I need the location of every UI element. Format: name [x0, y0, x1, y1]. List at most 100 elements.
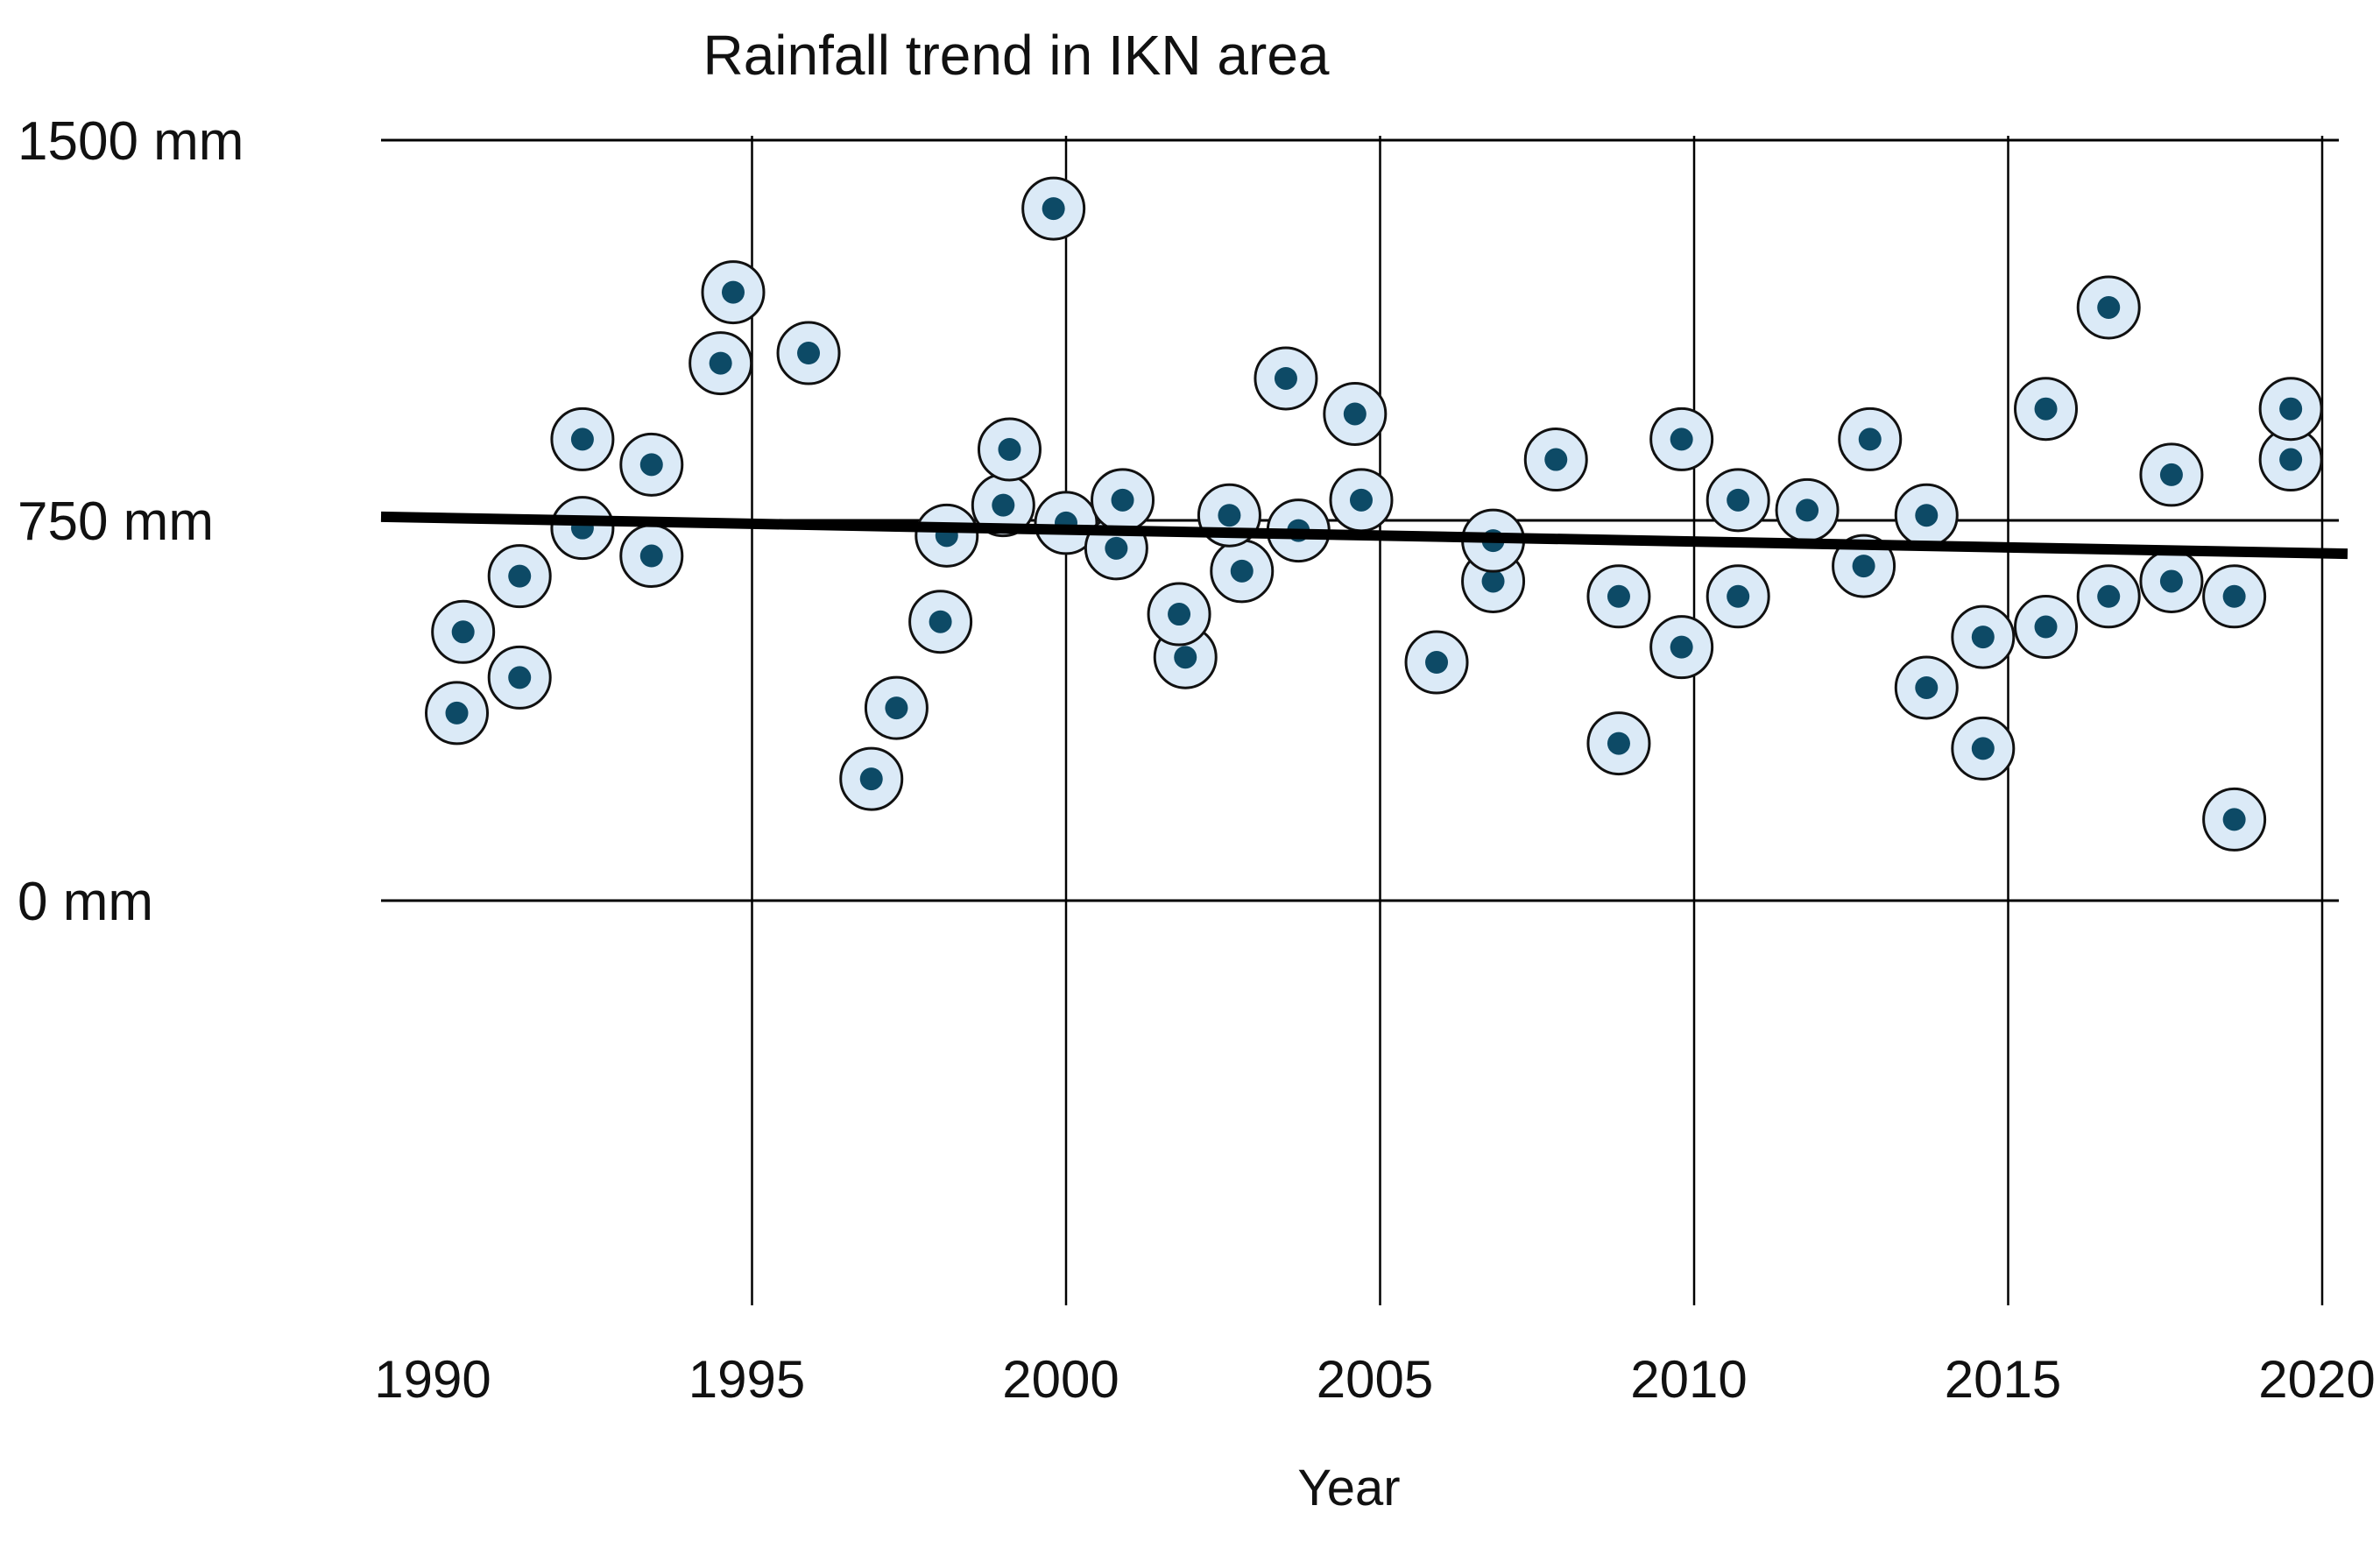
data-point-dot	[1607, 584, 1630, 608]
data-point-dot	[1971, 626, 1995, 649]
data-point-dot	[721, 280, 745, 304]
data-point-dot	[1915, 675, 1939, 699]
data-point-dot	[2222, 584, 2246, 608]
data-point	[1894, 655, 1959, 720]
data-point	[776, 321, 841, 385]
data-point	[977, 417, 1042, 482]
data-point-dot	[508, 666, 532, 689]
data-point	[2014, 377, 2079, 442]
data-point-dot	[859, 767, 883, 791]
data-point	[1894, 483, 1959, 548]
data-point-dot	[639, 453, 663, 477]
data-point-dot	[1481, 569, 1505, 593]
data-point-dot	[1230, 559, 1254, 583]
data-point-dot	[1727, 488, 1750, 512]
data-point	[425, 681, 490, 746]
data-point-dot	[570, 428, 594, 451]
data-point-dot	[2222, 808, 2246, 831]
data-point-dot	[709, 351, 732, 375]
data-point-dot	[1111, 488, 1134, 512]
data-point	[1586, 711, 1651, 776]
data-point-dot	[1174, 646, 1197, 669]
data-point-dot	[1042, 197, 1065, 221]
data-point-dot	[1727, 584, 1750, 608]
data-point-dot	[639, 544, 663, 568]
data-point-dot	[2034, 615, 2058, 639]
data-point-dot	[2279, 397, 2303, 421]
data-point-dot	[1105, 536, 1128, 560]
chart-title: Rainfall trend in IKN area	[703, 24, 1329, 87]
data-point	[1649, 615, 1714, 680]
y-tick-label: 1500 mm	[18, 111, 244, 172]
data-point	[1586, 564, 1651, 629]
data-point	[1706, 468, 1770, 533]
data-point-dot	[1852, 555, 1875, 578]
data-point	[619, 524, 684, 589]
data-point	[2139, 442, 2204, 507]
data-point-dot	[1607, 732, 1630, 755]
x-tick-label: 1995	[689, 1350, 805, 1409]
data-point	[550, 406, 615, 471]
x-tick-label: 2000	[1002, 1350, 1119, 1409]
data-point-dot	[1796, 498, 1819, 522]
data-point	[2202, 787, 2267, 852]
data-point	[864, 675, 929, 740]
data-point	[1832, 534, 1896, 598]
data-point	[487, 645, 552, 710]
data-point-dot	[2279, 448, 2303, 471]
data-point-dot	[2159, 569, 2183, 593]
data-point-dot	[1349, 488, 1373, 512]
data-point-dot	[998, 437, 1021, 461]
data-point	[550, 496, 615, 561]
data-point-dot	[451, 620, 475, 644]
vertical-gridlines	[751, 136, 2324, 1305]
data-point	[839, 746, 904, 811]
data-point	[2076, 275, 2141, 340]
data-point-dot	[1274, 366, 1297, 390]
data-point-dot	[885, 696, 908, 720]
data-point-dot	[1218, 504, 1241, 527]
y-axis-tick-labels: 1500 mm 750 mm 0 mm	[18, 111, 244, 932]
x-axis-tick-labels: 1990 1995 2000 2005 2010 2015 2020	[374, 1350, 2375, 1409]
data-point	[2014, 595, 2079, 660]
data-point	[2202, 564, 2267, 629]
data-point	[1775, 477, 1840, 542]
x-tick-label: 2005	[1317, 1350, 1433, 1409]
data-point-dot	[1343, 402, 1367, 426]
data-point-dot	[445, 701, 469, 725]
data-point	[1951, 604, 2016, 669]
data-point-dot	[929, 610, 952, 633]
data-points	[425, 176, 2323, 852]
data-point-dot	[1858, 428, 1882, 451]
data-point-dot	[1425, 651, 1449, 675]
x-tick-label: 2015	[1945, 1350, 2061, 1409]
data-point	[431, 599, 496, 664]
data-point	[1706, 564, 1770, 629]
data-point	[1091, 468, 1155, 533]
data-point	[915, 503, 979, 568]
y-tick-label: 0 mm	[18, 872, 153, 932]
data-point	[689, 331, 753, 396]
data-point	[1147, 582, 1211, 647]
x-axis-label: Year	[1297, 1460, 1400, 1516]
data-point-dot	[1670, 428, 1693, 451]
data-point	[1254, 346, 1318, 411]
data-point	[1021, 176, 1086, 241]
trend-line-group	[380, 511, 2348, 560]
data-point-dot	[1544, 448, 1568, 471]
trend-line	[380, 511, 2348, 560]
data-point	[2139, 548, 2204, 613]
x-tick-label: 1990	[374, 1350, 491, 1409]
data-point	[2258, 377, 2323, 442]
data-point-dot	[1168, 603, 1191, 626]
data-point-dot	[1971, 737, 1995, 760]
data-point	[619, 432, 684, 497]
data-point-dot	[1915, 504, 1939, 527]
data-point-dot	[2159, 463, 2183, 486]
data-point-dot	[797, 342, 821, 365]
data-point	[1951, 716, 2016, 781]
data-point	[1838, 406, 1903, 471]
data-point-dot	[2097, 295, 2121, 319]
data-point	[1210, 539, 1275, 604]
